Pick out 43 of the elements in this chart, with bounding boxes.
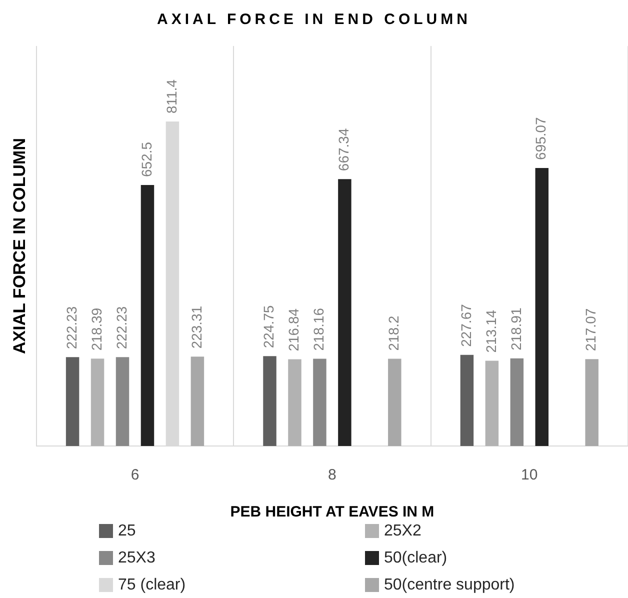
legend-label: 50(centre support) xyxy=(384,576,515,594)
bar xyxy=(585,359,598,446)
bar xyxy=(66,357,80,446)
data-label: 216.84 xyxy=(286,308,302,352)
bar xyxy=(116,357,130,446)
x-tick-label: 10 xyxy=(521,466,538,484)
bar xyxy=(90,358,104,446)
bar xyxy=(388,358,402,446)
data-label: 667.34 xyxy=(336,128,352,172)
data-label: 695.07 xyxy=(532,116,549,160)
x-tick-label: 8 xyxy=(328,466,336,484)
y-axis-title: AXIAL FORCE IN COLUMN xyxy=(10,138,29,354)
bar xyxy=(338,179,352,446)
bar xyxy=(263,356,276,446)
data-label: 218.16 xyxy=(310,308,327,351)
data-label: 223.31 xyxy=(188,306,204,349)
bar xyxy=(485,360,499,446)
bar xyxy=(190,356,204,446)
data-label: 218.91 xyxy=(508,307,524,350)
data-label: 218.39 xyxy=(88,308,104,351)
legend-label: 25 xyxy=(118,522,136,540)
legend-label: 25X2 xyxy=(384,522,422,540)
legend-label: 75 (clear) xyxy=(118,576,186,594)
data-label: 811.4 xyxy=(163,79,180,114)
data-label: 222.23 xyxy=(113,306,130,350)
chart-title: AXIAL FORCE IN END COLUMN xyxy=(156,11,472,28)
data-label: 224.75 xyxy=(260,305,277,348)
bar xyxy=(313,358,326,446)
data-label: 218.2 xyxy=(386,315,402,351)
legend-label: 50(clear) xyxy=(384,549,448,566)
bar xyxy=(140,185,154,446)
bar xyxy=(535,168,549,446)
bar xyxy=(288,359,302,446)
data-label: 227.67 xyxy=(458,304,474,347)
bar xyxy=(510,358,524,446)
data-label: 213.14 xyxy=(482,310,499,353)
bar xyxy=(460,354,474,446)
data-label: 222.23 xyxy=(63,306,80,350)
x-tick-label: 6 xyxy=(130,466,140,484)
data-label: 217.07 xyxy=(582,308,599,352)
data-label: 652.5 xyxy=(138,142,154,177)
legend-label: 25X3 xyxy=(118,549,156,566)
x-axis-title: PEB HEIGHT AT EAVES IN M xyxy=(230,504,434,521)
